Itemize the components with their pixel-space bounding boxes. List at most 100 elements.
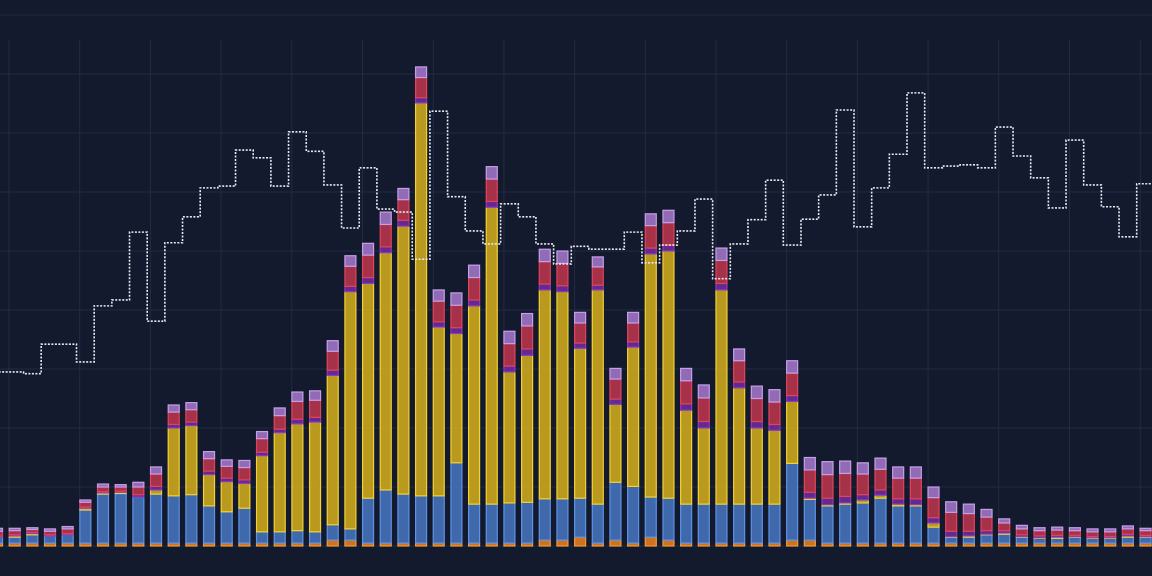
bar-segment-orange xyxy=(326,539,339,547)
bar-stack xyxy=(927,486,940,547)
bar-segment-purple xyxy=(591,284,604,291)
step-line-series xyxy=(0,92,1152,375)
bar-stack xyxy=(556,250,569,547)
bar-segment-orange xyxy=(786,539,799,547)
bar-segment-red xyxy=(1033,530,1046,537)
bar-stack xyxy=(998,518,1011,547)
bar-stack xyxy=(750,385,763,547)
bar-segment-orange xyxy=(609,539,622,547)
bar-segment-red xyxy=(185,409,198,423)
bar-stack xyxy=(291,391,304,547)
bar-segment-blue xyxy=(96,493,110,544)
bar-segment-yellow xyxy=(326,374,339,526)
bar-segment-purple xyxy=(945,530,958,538)
bar-segment-lavender xyxy=(980,508,993,518)
bar-stack xyxy=(1068,527,1081,547)
bar-stack xyxy=(238,459,251,547)
bar-segment-blue xyxy=(344,528,357,541)
bar-segment-blue xyxy=(132,496,145,544)
bar-segment-blue xyxy=(644,496,657,538)
bar-segment-blue xyxy=(0,536,4,544)
bar-segment-blue xyxy=(432,495,445,544)
bar-stack xyxy=(397,187,410,547)
bar-segment-lavender xyxy=(0,527,4,532)
bar-segment-lavender xyxy=(361,242,375,256)
bar-segment-blue xyxy=(927,526,940,544)
bar-segment-lavender xyxy=(998,518,1011,524)
bar-segment-yellow xyxy=(520,354,534,503)
bar-segment-lavender xyxy=(1033,527,1046,532)
bar-segment-lavender xyxy=(1121,525,1134,530)
bar-segment-purple xyxy=(786,394,799,403)
bar-segment-yellow xyxy=(538,289,551,500)
bar-segment-red xyxy=(662,222,675,246)
bar-segment-red xyxy=(821,474,834,499)
bar-segment-blue xyxy=(574,497,587,538)
bar-stack xyxy=(432,289,445,547)
bar-segment-purple xyxy=(485,200,498,208)
bar-stack xyxy=(273,407,286,547)
bar-stack xyxy=(662,209,675,547)
bar-segment-lavender xyxy=(1051,526,1064,531)
bar-segment-purple xyxy=(839,495,852,504)
bar-segment-blue xyxy=(821,505,834,544)
bar-segment-red xyxy=(733,360,746,383)
bar-segment-red xyxy=(132,486,145,496)
bar-segment-lavender xyxy=(945,501,958,513)
bar-stack xyxy=(538,248,551,547)
bar-segment-purple xyxy=(892,498,905,505)
bar-segment-yellow xyxy=(273,432,286,533)
bar-stack xyxy=(733,348,746,547)
bar-segment-purple xyxy=(414,96,428,104)
bar-segment-blue xyxy=(485,503,498,544)
bar-segment-blue xyxy=(556,498,569,541)
bar-segment-red xyxy=(79,501,92,508)
bar-segment-lavender xyxy=(326,340,339,352)
bar-segment-yellow xyxy=(750,427,763,505)
bar-segment-yellow xyxy=(627,346,640,488)
bar-segment-red xyxy=(273,415,286,430)
bar-segment-purple xyxy=(927,517,940,524)
bar-segment-blue xyxy=(238,507,251,544)
bar-segment-yellow xyxy=(697,427,710,505)
bar-segment-yellow xyxy=(644,253,657,498)
bar-segment-lavender xyxy=(627,311,640,324)
bar-stack xyxy=(1104,528,1117,547)
bar-segment-lavender xyxy=(1086,528,1099,533)
bar-segment-red xyxy=(450,304,463,329)
bar-segment-lavender xyxy=(556,250,569,264)
bar-stack xyxy=(149,466,163,547)
bar-stack xyxy=(874,457,887,547)
bar-segment-blue xyxy=(591,503,604,544)
bar-segment-purple xyxy=(627,341,640,348)
bar-segment-purple xyxy=(644,247,657,255)
bar-stack xyxy=(591,256,604,547)
bar-segment-blue xyxy=(220,511,233,544)
bar-stack xyxy=(980,508,993,547)
bar-stack xyxy=(856,462,869,547)
bar-segment-blue xyxy=(803,498,816,541)
bar-segment-lavender xyxy=(344,255,357,267)
bar-segment-blue xyxy=(609,481,622,541)
bar-segment-red xyxy=(998,522,1011,532)
bar-segment-blue xyxy=(255,531,269,544)
bar-stack xyxy=(1086,528,1099,547)
bar-segment-lavender xyxy=(1104,528,1117,533)
bar-segment-lavender xyxy=(927,486,940,499)
bar-segment-blue xyxy=(503,502,516,544)
bar-stack xyxy=(79,499,92,547)
bar-segment-red xyxy=(326,350,339,371)
bar-segment-red xyxy=(432,300,445,323)
bar-segment-red xyxy=(538,261,551,285)
bar-segment-blue xyxy=(414,495,428,544)
bar-segment-red xyxy=(61,528,74,535)
bar-stack xyxy=(892,466,905,547)
bar-segment-lavender xyxy=(733,348,746,362)
bar-segment-blue xyxy=(1015,536,1028,544)
bar-segment-purple xyxy=(291,418,304,425)
bar-segment-blue xyxy=(1139,536,1152,544)
bar-segment-lavender xyxy=(432,289,445,302)
bar-segment-lavender xyxy=(238,459,251,469)
bar-segment-red xyxy=(96,486,110,493)
bar-segment-yellow xyxy=(291,423,304,532)
